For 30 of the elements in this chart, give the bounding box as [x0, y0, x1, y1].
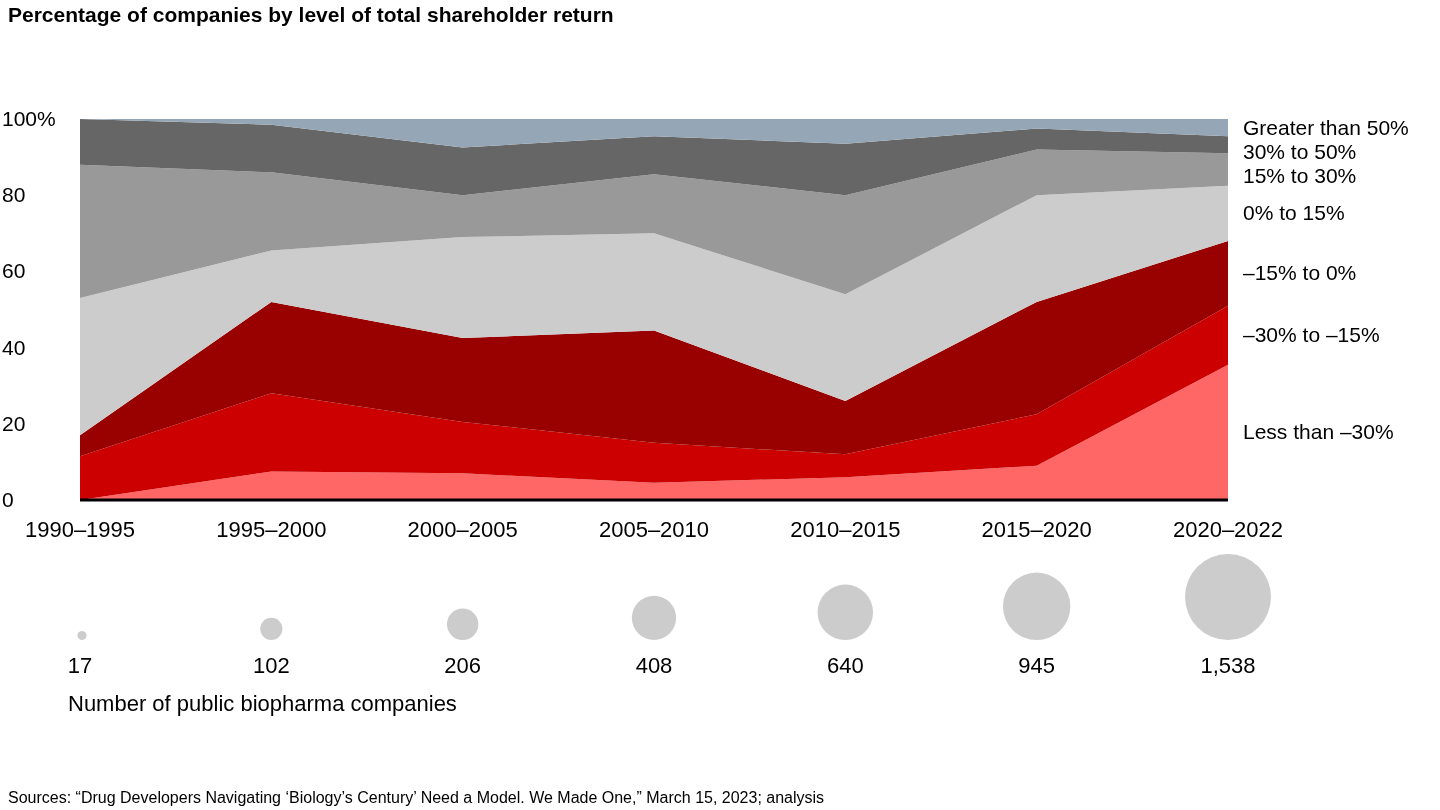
series-label: –30% to –15% — [1243, 323, 1380, 347]
text: Number of public biopharma companies — [68, 691, 457, 716]
x-tick-label: 1990–1995 — [24, 517, 136, 542]
x-tick-label: 2005–2010 — [598, 517, 710, 542]
y-tick-label: 40 — [2, 335, 26, 359]
series-label: 0% to 15% — [1243, 201, 1345, 225]
series-label: Greater than 50% — [1243, 115, 1409, 139]
series-label: Less than –30% — [1243, 420, 1394, 444]
data-label: 640 — [826, 653, 864, 678]
series-label: –15% to 0% — [1243, 261, 1357, 285]
data-label: 1,538 — [1200, 653, 1256, 678]
data-label: 206 — [444, 653, 482, 678]
data-label: 17 — [67, 653, 93, 678]
y-tick-label: 80 — [2, 183, 26, 207]
source-note: Sources: “Drug Developers Navigating ‘Biology’s Century’ Need a Model. We Made One,” March 15, 2023; analysis — [8, 789, 825, 806]
data-label: 102 — [252, 653, 290, 678]
y-tick-label: 60 — [2, 259, 26, 283]
y-tick-label: 0 — [2, 488, 14, 511]
x-tick-label: 2015–2020 — [981, 517, 1092, 542]
x-tick-label: 2000–2005 — [407, 517, 518, 542]
y-tick-label: 20 — [2, 411, 26, 435]
series-label: 15% to 30% — [1243, 163, 1357, 187]
chart-title: Percentage of companies by level of total shareholder return — [8, 3, 614, 26]
data-label: 408 — [635, 653, 673, 678]
y-tick-label: 100% — [2, 107, 56, 130]
x-tick-label: 2010–2015 — [790, 517, 901, 542]
x-tick-label: 1995–2000 — [216, 517, 327, 542]
series-label: 30% to 50% — [1243, 139, 1357, 163]
data-label: 945 — [1018, 653, 1056, 678]
x-tick-label: 2020–2022 — [1172, 517, 1284, 542]
